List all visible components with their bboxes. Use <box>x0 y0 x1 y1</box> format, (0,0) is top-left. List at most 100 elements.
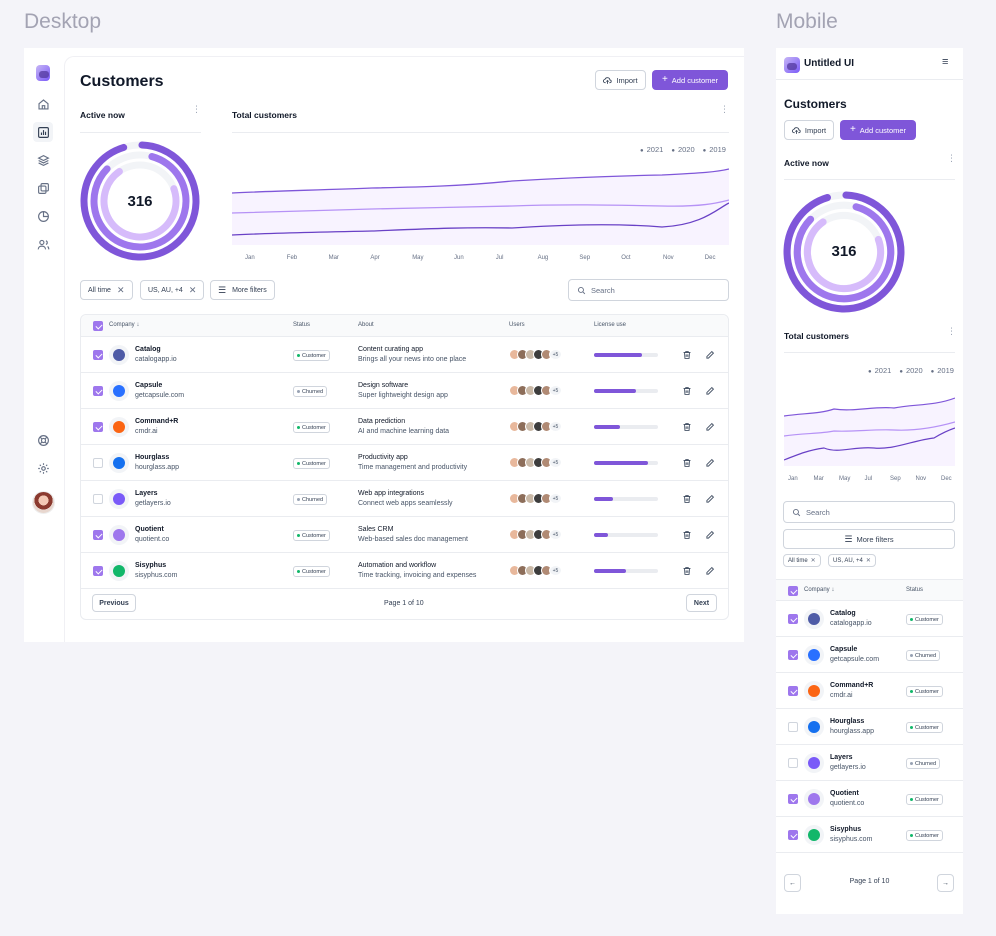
row-checkbox[interactable] <box>93 494 103 504</box>
row-checkbox[interactable] <box>93 566 103 576</box>
filter-chip-region[interactable]: US, AU, +4 ✕ <box>140 280 205 300</box>
mobile-total-customers-line-chart <box>784 397 955 466</box>
row-checkbox[interactable] <box>788 722 798 732</box>
row-checkbox[interactable] <box>788 794 798 804</box>
trash-icon[interactable] <box>681 529 693 541</box>
trash-icon[interactable] <box>681 457 693 469</box>
close-icon[interactable]: ✕ <box>865 558 871 564</box>
pie-chart-icon[interactable] <box>36 209 50 223</box>
chart-bar-icon[interactable] <box>33 122 53 142</box>
more-users-count: +5 <box>549 493 562 504</box>
row-checkbox[interactable] <box>93 530 103 540</box>
users-icon[interactable] <box>36 237 50 251</box>
table-row[interactable]: Capsule getcapsule.com Churned Design softw… <box>81 373 728 409</box>
logo-icon[interactable] <box>36 65 50 81</box>
mobile-filter-chip-region[interactable]: US, AU, +4 ✕ <box>828 554 876 567</box>
trash-icon[interactable] <box>681 493 693 505</box>
user-avatar[interactable] <box>32 491 55 514</box>
mobile-table-row[interactable]: Hourglass hourglass.app Customer <box>776 709 963 745</box>
edit-pencil-icon[interactable] <box>704 457 716 469</box>
filter-chip-time[interactable]: All time ✕ <box>80 280 133 300</box>
select-all-checkbox[interactable] <box>93 321 103 331</box>
copy-icon[interactable] <box>36 181 50 195</box>
total-customers-menu-icon[interactable]: ⋮ <box>720 104 729 114</box>
edit-pencil-icon[interactable] <box>704 385 716 397</box>
row-checkbox[interactable] <box>788 686 798 696</box>
row-checkbox[interactable] <box>93 386 103 396</box>
mobile-more-filters-label: More filters <box>856 534 894 544</box>
user-avatars: +5 <box>509 349 562 360</box>
mobile-previous-button[interactable]: ← <box>784 874 801 892</box>
mobile-table-row[interactable]: Command+R cmdr.ai Customer <box>776 673 963 709</box>
table-row[interactable]: Sisyphus sisyphus.com Customer Automation a… <box>81 553 728 589</box>
search-input[interactable]: Search <box>568 279 729 301</box>
about-description: Time tracking, invoicing and expenses <box>358 572 477 579</box>
company-domain: getlayers.io <box>135 500 171 507</box>
row-checkbox[interactable] <box>93 422 103 432</box>
mobile-import-button[interactable]: Import <box>784 120 834 140</box>
layers-icon[interactable] <box>36 153 50 167</box>
plus-icon: + <box>849 124 856 135</box>
table-row[interactable]: Hourglass hourglass.app Customer Productivi… <box>81 445 728 481</box>
mobile-more-filters-button[interactable]: ☰ More filters <box>783 529 955 549</box>
mobile-add-customer-label: Add customer <box>859 125 907 135</box>
mobile-active-now-menu-icon[interactable]: ⋮ <box>947 153 956 163</box>
mobile-col-company[interactable]: Company ↓ <box>804 587 835 593</box>
mobile-search-input[interactable]: Search <box>783 501 955 523</box>
close-icon[interactable]: ✕ <box>116 284 125 295</box>
active-now-menu-icon[interactable]: ⋮ <box>192 104 201 114</box>
edit-pencil-icon[interactable] <box>704 493 716 505</box>
trash-icon[interactable] <box>681 385 693 397</box>
table-row[interactable]: Command+R cmdr.ai Customer Data prediction A… <box>81 409 728 445</box>
row-checkbox[interactable] <box>93 350 103 360</box>
search-icon <box>577 286 586 294</box>
logo-icon[interactable] <box>784 57 800 73</box>
edit-pencil-icon[interactable] <box>704 421 716 433</box>
mobile-select-all-checkbox[interactable] <box>788 586 798 596</box>
support-icon[interactable] <box>36 433 50 447</box>
next-button[interactable]: Next <box>686 594 717 612</box>
mobile-table-row[interactable]: Capsule getcapsule.com Churned <box>776 637 963 673</box>
close-icon[interactable]: ✕ <box>810 558 816 564</box>
mobile-page-indicator: Page 1 of 10 <box>849 878 890 885</box>
mobile-table-row[interactable]: Catalog catalogapp.io Customer <box>776 601 963 637</box>
trash-icon[interactable] <box>681 421 693 433</box>
active-now-title: Active now <box>80 110 125 120</box>
mobile-add-customer-button[interactable]: + Add customer <box>840 120 916 140</box>
row-checkbox[interactable] <box>788 830 798 840</box>
company-logo-icon <box>804 789 824 809</box>
import-label: Import <box>616 75 638 85</box>
mobile-table-row[interactable]: Sisyphus sisyphus.com Customer <box>776 817 963 853</box>
trash-icon[interactable] <box>681 565 693 577</box>
mobile-table-row[interactable]: Layers getlayers.io Churned <box>776 745 963 781</box>
edit-pencil-icon[interactable] <box>704 529 716 541</box>
previous-button[interactable]: Previous <box>92 594 136 612</box>
more-filters-button[interactable]: ☰ More filters <box>210 280 275 300</box>
close-icon[interactable]: ✕ <box>188 284 197 295</box>
edit-pencil-icon[interactable] <box>704 349 716 361</box>
home-icon[interactable] <box>36 97 50 111</box>
row-checkbox[interactable] <box>93 458 103 468</box>
company-domain: cmdr.ai <box>135 428 158 435</box>
mobile-table-row[interactable]: Quotient quotient.co Customer <box>776 781 963 817</box>
row-checkbox[interactable] <box>788 614 798 624</box>
row-checkbox[interactable] <box>788 758 798 768</box>
col-company[interactable]: Company ↓ <box>109 322 140 328</box>
company-name: Sisyphus <box>135 562 167 569</box>
row-checkbox[interactable] <box>788 650 798 660</box>
mobile-filter-chip-time[interactable]: All time ✕ <box>783 554 821 567</box>
settings-gear-icon[interactable] <box>36 461 50 475</box>
user-avatars: +5 <box>509 385 562 396</box>
import-button[interactable]: Import <box>595 70 646 90</box>
hamburger-menu-icon[interactable]: ≡ <box>942 56 949 68</box>
table-row[interactable]: Quotient quotient.co Customer Sales CRM Web-… <box>81 517 728 553</box>
mobile-total-customers-menu-icon[interactable]: ⋮ <box>947 326 956 336</box>
add-customer-button[interactable]: + Add customer <box>652 70 728 90</box>
edit-pencil-icon[interactable] <box>704 565 716 577</box>
mobile-next-button[interactable]: → <box>937 874 954 892</box>
table-row[interactable]: Catalog catalogapp.io Customer Content cura… <box>81 337 728 373</box>
customers-table: Company ↓ Status About Users License use… <box>80 314 729 620</box>
trash-icon[interactable] <box>681 349 693 361</box>
company-domain: getcapsule.com <box>135 392 185 399</box>
table-row[interactable]: Layers getlayers.io Churned Web app integra… <box>81 481 728 517</box>
